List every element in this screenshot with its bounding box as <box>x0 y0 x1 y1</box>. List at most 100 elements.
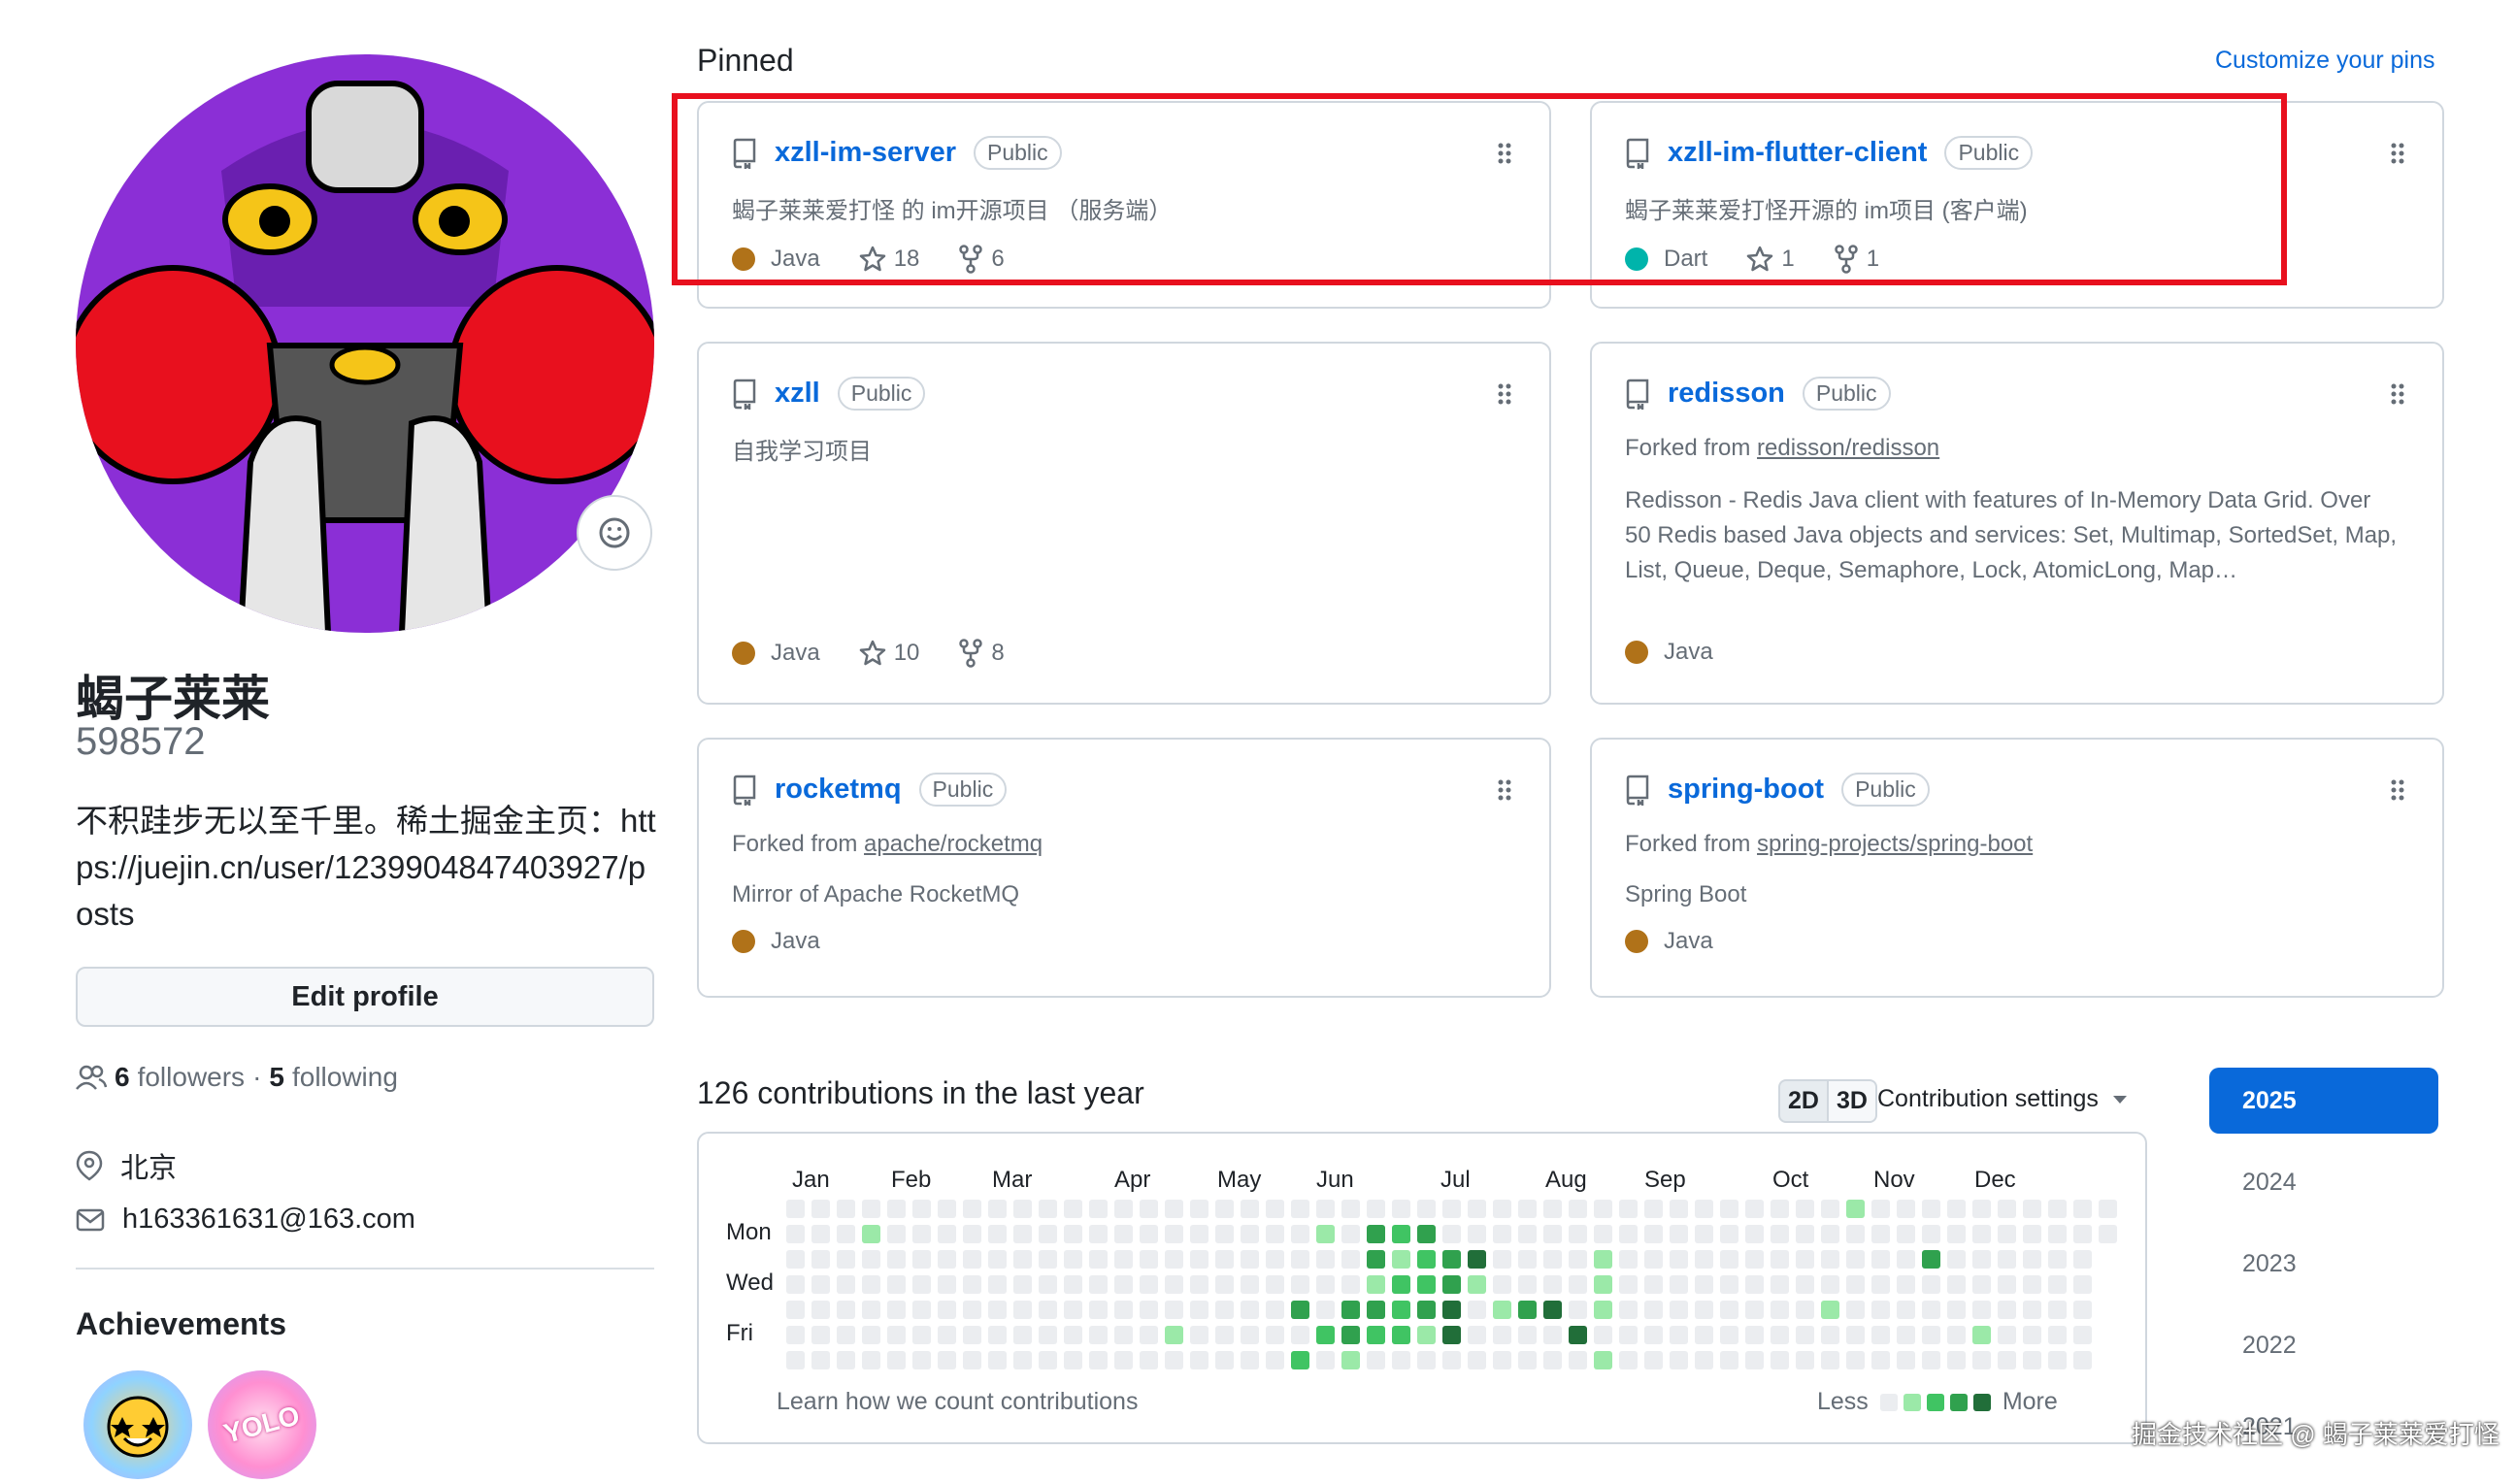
contribution-day-cell[interactable] <box>1695 1225 1713 1243</box>
contribution-day-cell[interactable] <box>1594 1351 1612 1369</box>
contribution-day-cell[interactable] <box>887 1301 906 1319</box>
contribution-day-cell[interactable] <box>1367 1200 1385 1218</box>
forks-link[interactable]: 8 <box>958 639 1005 668</box>
contribution-day-cell[interactable] <box>1998 1250 2016 1269</box>
contribution-day-cell[interactable] <box>786 1351 805 1369</box>
contribution-day-cell[interactable] <box>1392 1275 1410 1294</box>
contribution-day-cell[interactable] <box>1341 1225 1360 1243</box>
contribution-day-cell[interactable] <box>1720 1200 1738 1218</box>
contribution-day-cell[interactable] <box>1089 1225 1108 1243</box>
contribution-day-cell[interactable] <box>1670 1250 1688 1269</box>
contribution-day-cell[interactable] <box>1266 1250 1284 1269</box>
contribution-day-cell[interactable] <box>1695 1250 1713 1269</box>
contribution-day-cell[interactable] <box>1594 1326 1612 1344</box>
contribution-day-cell[interactable] <box>1543 1301 1562 1319</box>
contribution-day-cell[interactable] <box>1291 1326 1309 1344</box>
contribution-day-cell[interactable] <box>1846 1200 1865 1218</box>
contribution-day-cell[interactable] <box>811 1250 830 1269</box>
contribution-day-cell[interactable] <box>1745 1250 1764 1269</box>
year-2025-button[interactable]: 2025 <box>2209 1068 2438 1134</box>
contribution-day-cell[interactable] <box>862 1301 880 1319</box>
contribution-day-cell[interactable] <box>1796 1275 1814 1294</box>
contribution-day-cell[interactable] <box>1442 1225 1461 1243</box>
drag-handle-icon[interactable] <box>2390 142 2405 165</box>
contribution-day-cell[interactable] <box>1341 1275 1360 1294</box>
contribution-day-cell[interactable] <box>1897 1275 1915 1294</box>
contribution-day-cell[interactable] <box>1190 1250 1208 1269</box>
contribution-day-cell[interactable] <box>1367 1351 1385 1369</box>
contribution-day-cell[interactable] <box>1140 1225 1158 1243</box>
contribution-day-cell[interactable] <box>1821 1250 1839 1269</box>
contribution-day-cell[interactable] <box>2023 1326 2041 1344</box>
contribution-day-cell[interactable] <box>1367 1301 1385 1319</box>
contribution-day-cell[interactable] <box>2048 1225 2067 1243</box>
year-2023-button[interactable]: 2023 <box>2242 1249 2297 1277</box>
contribution-day-cell[interactable] <box>1215 1301 1234 1319</box>
contribution-day-cell[interactable] <box>1897 1301 1915 1319</box>
contribution-day-cell[interactable] <box>887 1225 906 1243</box>
contribution-day-cell[interactable] <box>1745 1351 1764 1369</box>
contribution-day-cell[interactable] <box>1291 1301 1309 1319</box>
contribution-day-cell[interactable] <box>912 1351 931 1369</box>
contribution-day-cell[interactable] <box>2073 1301 2092 1319</box>
contribution-day-cell[interactable] <box>1493 1225 1511 1243</box>
contribution-day-cell[interactable] <box>1064 1250 1082 1269</box>
contribution-day-cell[interactable] <box>1871 1250 1890 1269</box>
contribution-day-cell[interactable] <box>1140 1200 1158 1218</box>
contribution-day-cell[interactable] <box>1442 1351 1461 1369</box>
contribution-day-cell[interactable] <box>1796 1326 1814 1344</box>
contribution-day-cell[interactable] <box>1064 1351 1082 1369</box>
contribution-day-cell[interactable] <box>1846 1326 1865 1344</box>
contribution-day-cell[interactable] <box>1972 1275 1991 1294</box>
contribution-day-cell[interactable] <box>1644 1351 1663 1369</box>
contribution-day-cell[interactable] <box>1796 1250 1814 1269</box>
contribution-day-cell[interactable] <box>1241 1326 1259 1344</box>
contribution-day-cell[interactable] <box>1468 1200 1486 1218</box>
contribution-day-cell[interactable] <box>1215 1326 1234 1344</box>
contribution-day-cell[interactable] <box>1089 1250 1108 1269</box>
contribution-day-cell[interactable] <box>1241 1200 1259 1218</box>
contribution-day-cell[interactable] <box>1367 1326 1385 1344</box>
contribution-day-cell[interactable] <box>1947 1225 1966 1243</box>
contribution-day-cell[interactable] <box>963 1225 981 1243</box>
contribution-day-cell[interactable] <box>988 1351 1007 1369</box>
year-2022-button[interactable]: 2022 <box>2242 1331 2297 1359</box>
contribution-day-cell[interactable] <box>1821 1275 1839 1294</box>
contribution-day-cell[interactable] <box>1064 1275 1082 1294</box>
contribution-day-cell[interactable] <box>837 1225 855 1243</box>
contribution-day-cell[interactable] <box>1695 1301 1713 1319</box>
contribution-day-cell[interactable] <box>912 1225 931 1243</box>
contribution-day-cell[interactable] <box>862 1275 880 1294</box>
edit-profile-button[interactable]: Edit profile <box>76 967 654 1027</box>
contribution-day-cell[interactable] <box>1266 1301 1284 1319</box>
contribution-day-cell[interactable] <box>1518 1275 1537 1294</box>
contribution-day-cell[interactable] <box>1543 1225 1562 1243</box>
contribution-day-cell[interactable] <box>1998 1326 2016 1344</box>
contribution-day-cell[interactable] <box>2023 1200 2041 1218</box>
contribution-day-cell[interactable] <box>1821 1200 1839 1218</box>
contribution-day-cell[interactable] <box>1846 1301 1865 1319</box>
contribution-day-cell[interactable] <box>1543 1250 1562 1269</box>
contribution-day-cell[interactable] <box>1594 1250 1612 1269</box>
contribution-day-cell[interactable] <box>1998 1301 2016 1319</box>
contribution-day-cell[interactable] <box>1140 1275 1158 1294</box>
contribution-day-cell[interactable] <box>1241 1250 1259 1269</box>
contribution-day-cell[interactable] <box>1064 1326 1082 1344</box>
contribution-day-cell[interactable] <box>1947 1351 1966 1369</box>
contribution-day-cell[interactable] <box>1341 1250 1360 1269</box>
contribution-day-cell[interactable] <box>2073 1275 2092 1294</box>
contribution-day-cell[interactable] <box>1468 1301 1486 1319</box>
contribution-day-cell[interactable] <box>1821 1351 1839 1369</box>
contribution-day-cell[interactable] <box>1493 1275 1511 1294</box>
contribution-day-cell[interactable] <box>1114 1301 1133 1319</box>
toggle-2d-button[interactable]: 2D <box>1778 1079 1829 1123</box>
contribution-day-cell[interactable] <box>1871 1225 1890 1243</box>
contribution-day-cell[interactable] <box>1417 1225 1436 1243</box>
contribution-day-cell[interactable] <box>912 1200 931 1218</box>
contribution-day-cell[interactable] <box>1266 1326 1284 1344</box>
contribution-day-cell[interactable] <box>1972 1351 1991 1369</box>
contribution-day-cell[interactable] <box>1215 1200 1234 1218</box>
contribution-day-cell[interactable] <box>1695 1351 1713 1369</box>
contribution-day-cell[interactable] <box>1064 1225 1082 1243</box>
contribution-day-cell[interactable] <box>1039 1250 1057 1269</box>
